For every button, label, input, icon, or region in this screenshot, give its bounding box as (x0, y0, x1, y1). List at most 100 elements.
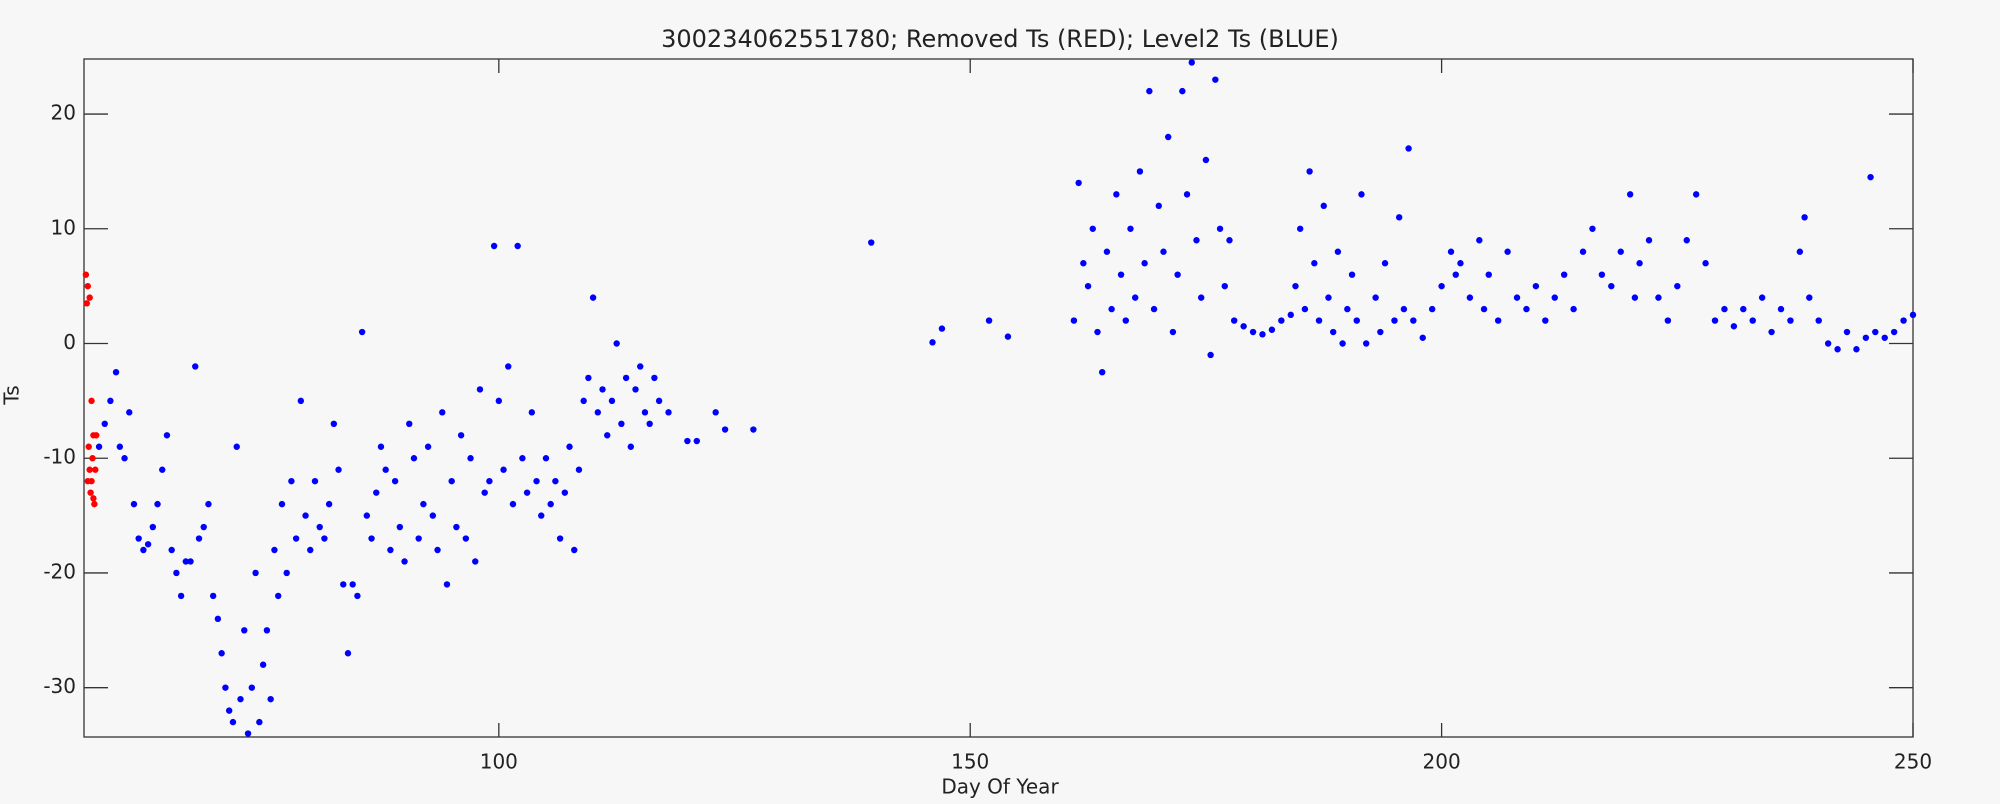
point (271, 546, 278, 554)
point (1589, 225, 1596, 232)
point (1740, 305, 1747, 313)
point (500, 466, 507, 473)
point (467, 455, 474, 462)
point (256, 718, 263, 726)
point (443, 581, 451, 588)
point (387, 546, 394, 554)
point (1702, 260, 1709, 267)
point (382, 466, 389, 473)
chart-title: 300234062551780; Removed Ts (RED); Level… (661, 25, 1339, 53)
point (1834, 346, 1841, 353)
point (1320, 202, 1327, 210)
point (1094, 328, 1101, 336)
point (1452, 271, 1459, 278)
point (420, 500, 427, 508)
point (618, 420, 625, 428)
point (349, 581, 356, 588)
point (486, 477, 493, 485)
point (495, 397, 503, 405)
point (1113, 191, 1120, 198)
point (1183, 191, 1191, 198)
point (1542, 317, 1549, 324)
point (604, 432, 611, 439)
point (130, 500, 138, 508)
y-tick-label: -20 (43, 559, 76, 583)
point (561, 489, 569, 496)
point (1457, 260, 1464, 267)
point (613, 340, 620, 347)
point (1325, 294, 1332, 301)
point (1626, 191, 1634, 198)
point (1532, 282, 1540, 290)
point (316, 523, 323, 531)
point (1447, 248, 1455, 255)
point (1339, 340, 1346, 347)
point (1636, 260, 1643, 267)
point (571, 546, 578, 554)
point (86, 294, 93, 301)
point (1617, 248, 1624, 255)
point (1099, 368, 1106, 376)
point (126, 409, 133, 416)
point (1362, 340, 1370, 347)
point (580, 397, 587, 405)
point (519, 455, 526, 462)
point (1221, 282, 1228, 290)
point (1117, 271, 1125, 278)
point (259, 661, 267, 668)
point (1372, 294, 1379, 301)
point (929, 339, 936, 346)
point (1216, 225, 1224, 232)
point (107, 397, 114, 405)
point (1174, 271, 1181, 278)
point (195, 535, 203, 542)
point (1146, 87, 1153, 95)
y-tick-label: 0 (63, 330, 76, 354)
point (311, 477, 319, 485)
y-tick-label: -30 (43, 674, 76, 698)
point (275, 592, 282, 600)
x-tick-label: 200 (1423, 750, 1461, 774)
y-axis-label: Ts (0, 385, 24, 405)
point (1179, 87, 1186, 95)
point (88, 477, 95, 485)
point (1377, 328, 1384, 336)
point (1197, 294, 1205, 301)
point (1306, 168, 1313, 175)
point (1872, 328, 1879, 336)
point (566, 443, 573, 450)
point (1165, 133, 1172, 141)
point (1259, 331, 1266, 338)
point (363, 512, 371, 519)
point (307, 546, 314, 554)
point (1843, 328, 1851, 336)
point (205, 500, 212, 508)
point (83, 300, 91, 307)
x-tick-label: 100 (480, 750, 518, 774)
point (1226, 237, 1233, 244)
point (168, 546, 175, 554)
point (90, 495, 97, 502)
point (1608, 282, 1615, 290)
point (575, 466, 583, 473)
point (490, 242, 498, 250)
point (439, 409, 446, 416)
point (1730, 323, 1738, 330)
point (1230, 317, 1238, 324)
point (233, 443, 240, 450)
point (187, 558, 194, 565)
point (415, 535, 422, 542)
point (712, 409, 719, 416)
x-tick-label: 150 (951, 750, 989, 774)
point (1070, 317, 1078, 324)
point (163, 432, 171, 439)
point (1348, 271, 1356, 278)
point (472, 558, 479, 565)
point (283, 569, 290, 577)
point (1900, 317, 1907, 324)
point (1890, 328, 1898, 336)
point (1353, 317, 1360, 324)
point (135, 535, 142, 542)
point (632, 386, 639, 393)
point (1438, 282, 1445, 290)
